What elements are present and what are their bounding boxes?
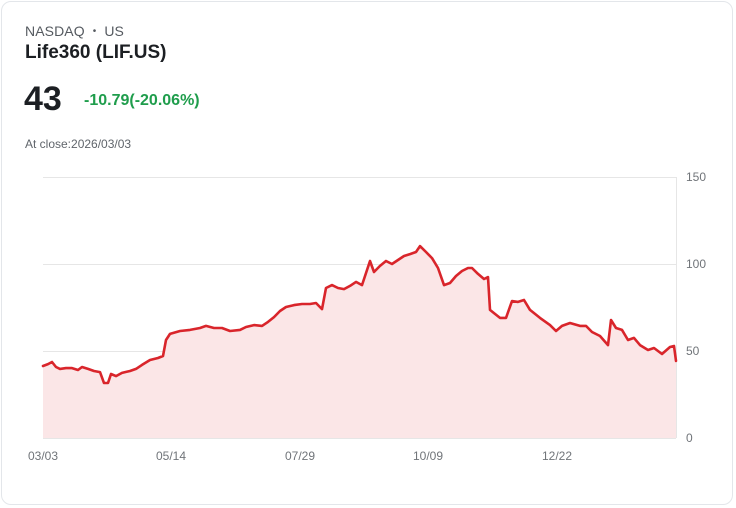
close-date: At close:2026/03/03 (25, 137, 132, 151)
price-line (41, 244, 678, 385)
y-tick-150: 150 (686, 170, 707, 184)
price-change: -10.79(-20.06%) (84, 92, 200, 109)
separator-dot: • (92, 26, 97, 37)
x-tick-0303: 03/03 (28, 449, 59, 463)
exchange-name: NASDAQ (25, 23, 85, 39)
y-tick-100: 100 (686, 257, 707, 271)
x-tick-1222: 12/22 (542, 449, 573, 463)
market-name: US (104, 23, 124, 39)
price-area (43, 246, 676, 438)
x-tick-1009: 10/09 (413, 449, 444, 463)
y-tick-50: 50 (686, 344, 700, 358)
stock-title: Life360 (LIF.US) (25, 42, 167, 63)
current-price: 43 (24, 80, 62, 118)
x-tick-0514: 05/14 (156, 449, 187, 463)
exchange-label: NASDAQ • US (25, 23, 124, 39)
y-tick-0: 0 (686, 431, 693, 445)
x-tick-0729: 07/29 (285, 449, 316, 463)
